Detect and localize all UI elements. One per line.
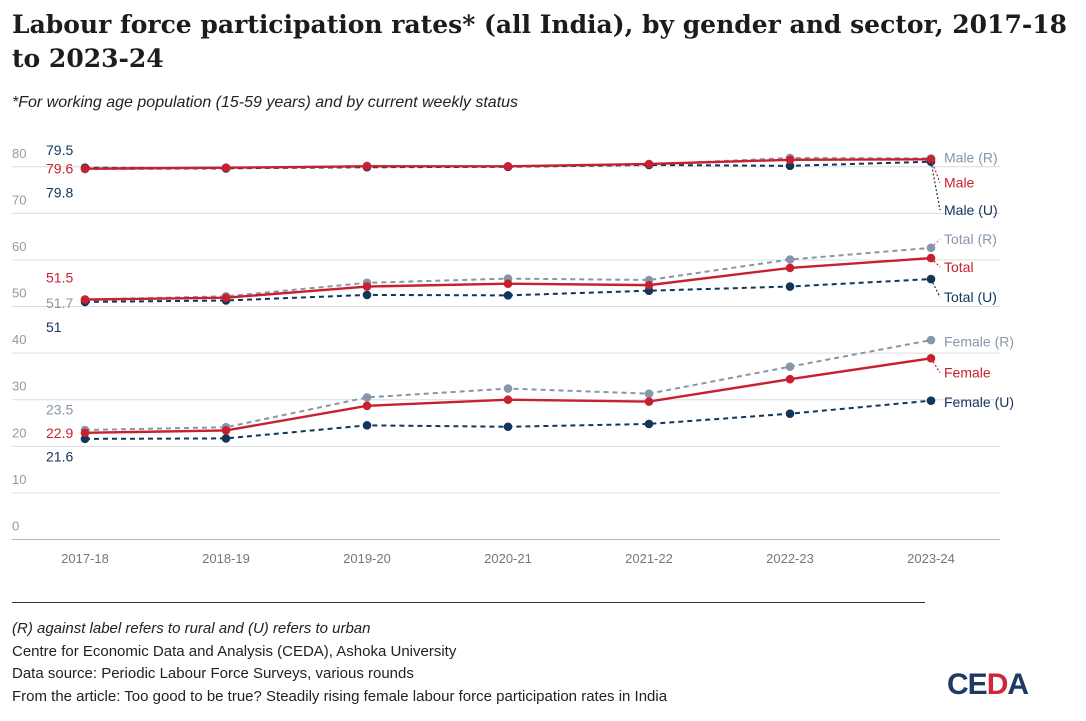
x-tick-label: 2020-21 [484,551,532,566]
end-label-connector [930,278,941,298]
data-point-female-u [785,409,795,419]
end-label-connector [930,161,941,211]
data-point-female-u [926,396,936,405]
x-tick-label: 2019-20 [343,551,391,566]
end-label-female-r: Female (R) [944,334,1014,350]
data-point-female [503,395,513,405]
chart-subtitle: *For working age population (15-59 years… [12,94,519,111]
data-point-male [644,159,654,169]
y-tick-label: 50 [12,286,26,301]
end-label-connector [930,357,941,374]
data-point-male [362,162,372,171]
data-point-female [785,374,795,384]
data-point-male-u [785,161,795,171]
start-value-label: 51 [46,319,62,335]
data-point-female [221,426,231,435]
data-point-total [785,263,795,273]
footer-note: (R) against label refers to rural and (U… [12,620,371,637]
end-label-connector [930,159,941,183]
start-value-label: 79.8 [46,184,73,200]
x-tick-label: 2018-19 [202,551,250,566]
data-point-female-r [362,393,372,402]
footer: (R) against label refers to rural and (U… [12,618,667,708]
data-point-total-u [362,290,372,300]
chart-title: Labour force participation rates* (all I… [12,10,1068,73]
data-point-female-u [221,434,231,443]
data-point-female-u [80,434,90,444]
line-chart: 0 10 20 30 40 50 60 70 80 2017-18 2018-19 2019-20 20… [12,142,1014,566]
data-point-male [503,162,513,171]
data-point-total [362,282,372,291]
data-point-male [785,155,795,165]
y-tick-label: 0 [12,519,19,534]
data-point-female-r [644,389,654,398]
start-value-label: 79.5 [46,142,73,158]
end-label-connector [930,257,941,268]
start-value-label: 23.5 [46,402,73,418]
y-tick-label: 20 [12,425,26,440]
x-tick-label: 2021-22 [625,551,673,566]
data-point-total-u [785,282,795,291]
data-point-female [80,428,90,438]
ceda-logo: CEDA [947,668,1029,701]
footer-divider [12,602,925,603]
footer-data-source: Data source: Periodic Labour Force Surve… [12,665,414,682]
data-point-total [644,280,654,290]
y-tick-label: 10 [12,472,26,487]
y-tick-label: 80 [12,146,26,161]
data-point-female-r [785,362,795,371]
data-point-total-u [503,291,513,300]
series-line-female-u [84,399,932,440]
data-point-total [80,295,90,304]
footer-source-org: Centre for Economic Data and Analysis (C… [12,642,457,660]
start-value-label: 51.7 [46,295,73,311]
start-value-label: 51.5 [46,270,73,286]
end-label-male-r: Male (R) [944,149,998,165]
data-point-female-u [644,419,654,429]
data-point-female [362,401,372,411]
end-label-total-r: Total (R) [944,231,997,247]
footer-article: From the article: Too good to be true? S… [12,687,668,705]
data-point-female-u [503,422,513,432]
end-label-connector [930,238,941,249]
data-point-total [503,279,513,289]
end-label-total: Total [944,259,974,275]
data-point-female-r [503,384,513,393]
data-point-female-u [362,421,372,430]
data-point-male [80,164,90,173]
end-label-female: Female [944,365,991,381]
start-value-label: 79.6 [46,161,73,177]
end-label-male-u: Male (U) [944,202,998,218]
start-value-label: 22.9 [46,425,73,441]
start-value-label: 21.6 [46,449,73,465]
data-point-female [644,397,654,406]
data-point-male [221,163,231,173]
x-tick-label: 2023-24 [907,551,955,566]
end-label-female-u: Female (U) [944,394,1014,410]
y-tick-label: 40 [12,332,26,347]
y-tick-label: 70 [12,192,26,207]
end-label-total-u: Total (U) [944,289,997,305]
x-tick-label: 2022-23 [766,551,814,566]
y-tick-label: 60 [12,239,26,254]
data-point-total-r [785,255,795,264]
data-point-female-r [926,335,936,345]
data-point-total [221,293,231,303]
x-tick-label: 2017-18 [61,551,109,566]
end-label-male: Male [944,175,975,191]
y-tick-label: 30 [12,379,26,394]
